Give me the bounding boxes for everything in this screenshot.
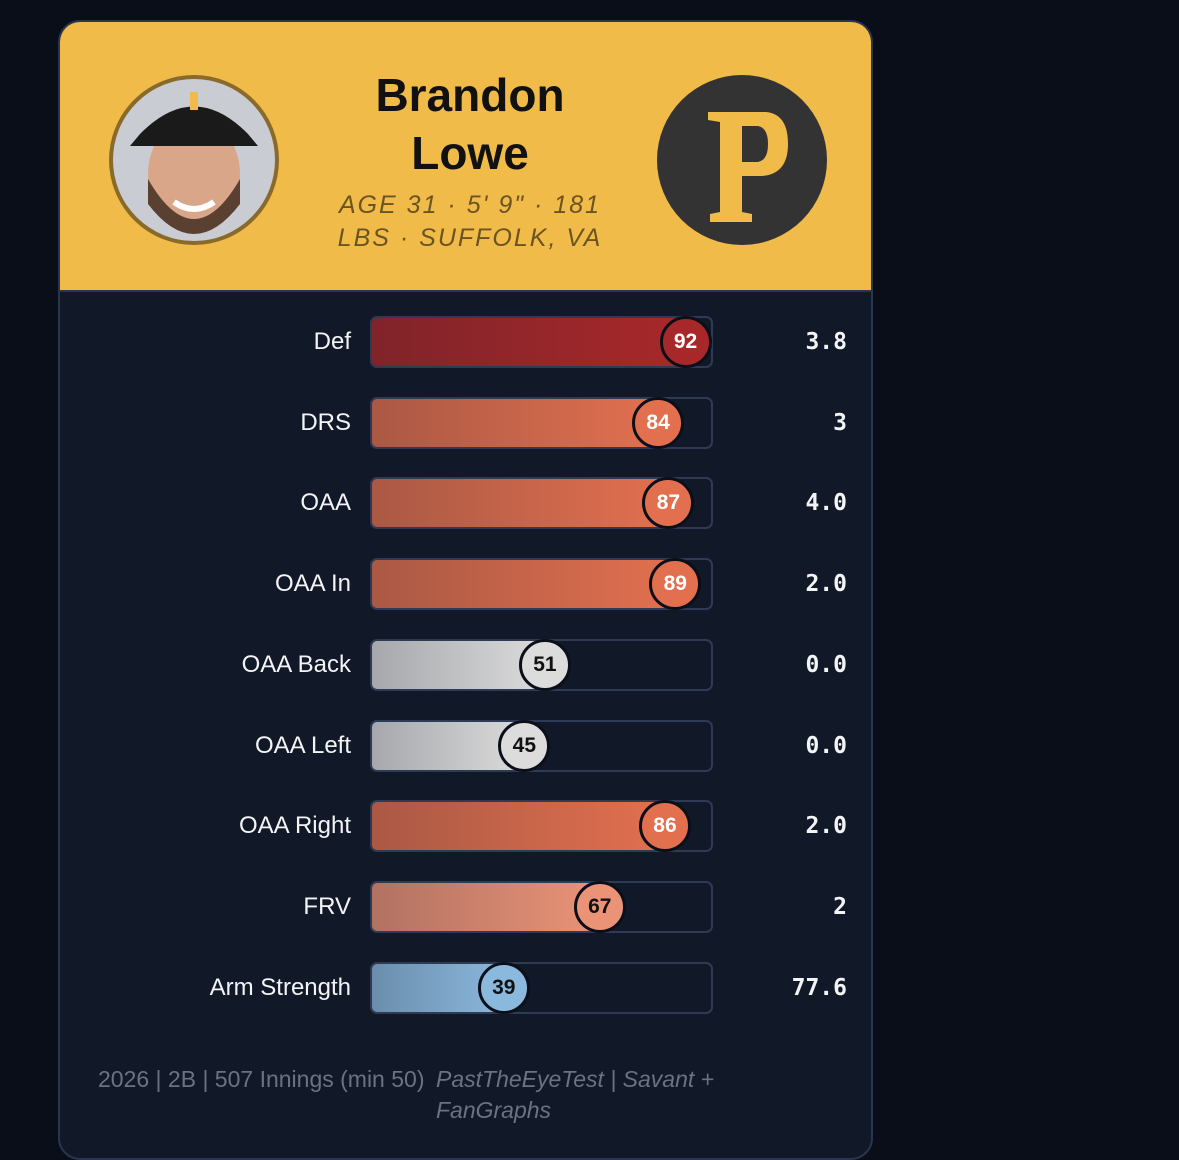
row-label: OAA Right [238,812,351,840]
stat-value: 0.0 [805,651,847,678]
footer-source: PastTheEyeTest | Savant + FanGraphs [436,1066,715,1123]
bar-track [370,880,713,933]
row-label: OAA Back [241,650,351,678]
stat-value: 3 [833,409,847,436]
row-label: FRV [303,892,351,920]
stat-value: 2.0 [805,813,847,840]
card-header: Brandon Lowe AGE 31 · 5' 9" · 181 LBS · … [60,22,871,292]
stat-value: 77.6 [791,974,847,1001]
percentile-badge: 51 [518,638,571,691]
percentile-badge: 84 [632,396,685,449]
row-label: OAA In [274,570,351,598]
percentile-bar [372,479,671,528]
percentile-bar [372,318,688,366]
percentile-badge: 39 [477,961,530,1014]
team-logo [657,75,827,245]
footer-meta: 2026 | 2B | 507 Innings (min 50) [98,1066,425,1092]
stat-value: 4.0 [805,490,847,517]
percentile-badge: 86 [638,800,691,853]
percentile-bar [372,640,547,689]
percentile-bar [372,560,678,609]
percentile-badge: 92 [659,316,712,368]
stat-value: 2.0 [805,571,847,598]
card: Brandon Lowe AGE 31 · 5' 9" · 181 LBS · … [58,20,873,1160]
row-label: OAA [300,489,351,517]
percentile-bar [372,398,661,447]
player-bio: AGE 31 · 5' 9" · 181 LBS · SUFFOLK, VA [337,191,603,252]
row-label: Arm Strength [209,973,351,1001]
percentile-badge: 67 [573,880,626,933]
row-label: OAA Left [254,731,351,759]
percentile-badge: 87 [642,477,695,530]
stat-value: 0.0 [805,732,847,759]
bar-track [370,316,713,368]
percentile-badge: 45 [498,719,551,772]
percentile-bar [372,882,602,931]
row-label: Def [313,328,351,355]
stat-value: 2 [833,893,847,920]
player-photo [109,75,279,245]
player-name: Brandon Lowe [375,69,565,179]
percentile-badge: 89 [649,558,702,611]
stat-value: 3.8 [805,329,847,355]
percentile-bar [372,802,667,851]
row-label: DRS [300,408,351,436]
